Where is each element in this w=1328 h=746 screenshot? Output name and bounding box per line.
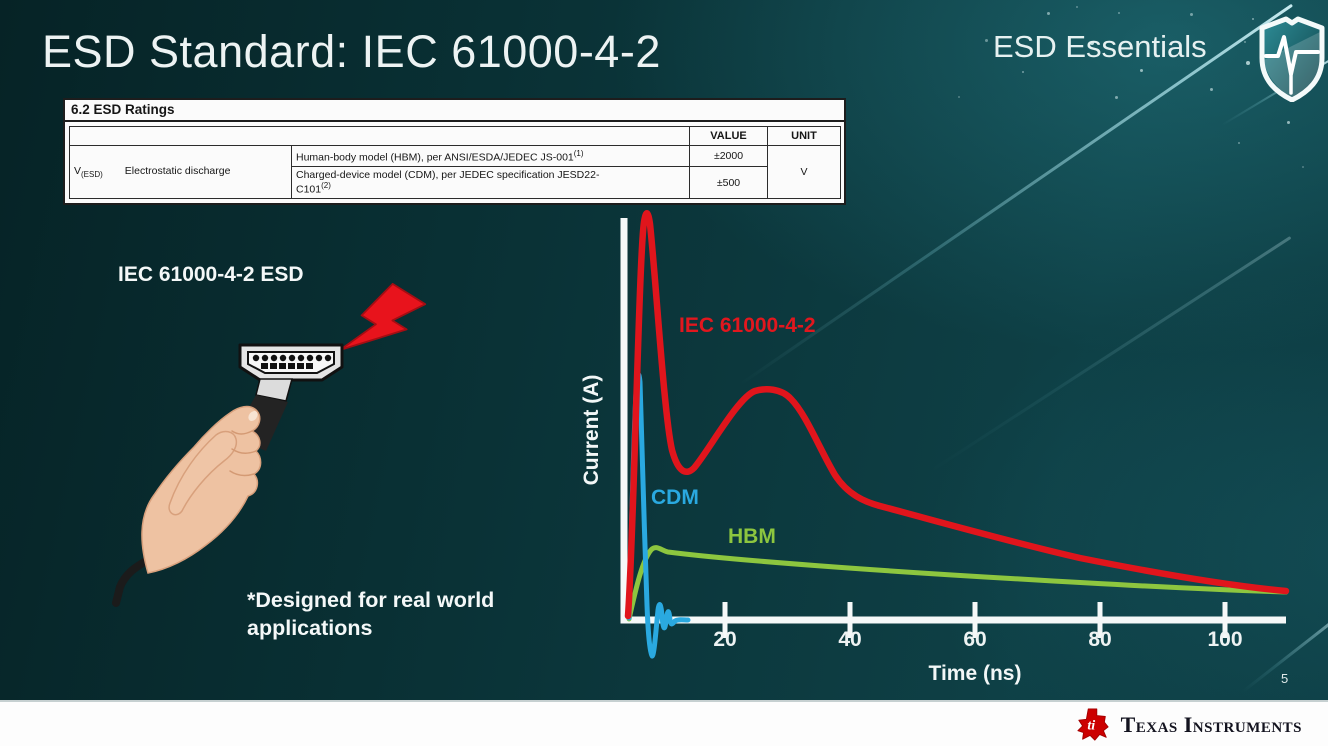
- x-tick-100: 100: [1207, 628, 1243, 651]
- shield-pulse-icon: [1259, 16, 1325, 102]
- note-line-2: applications: [247, 616, 373, 640]
- parameter-name: Electrostatic discharge: [124, 164, 231, 177]
- x-axis-label: Time (ns): [928, 662, 1022, 685]
- page-number: 5: [1281, 671, 1289, 686]
- hbm-value: ±2000: [689, 145, 768, 167]
- lightning-bolt-icon: [339, 282, 427, 351]
- hbm-description-cell: Human-body model (HBM), per ANSI/ESDA/JE…: [291, 145, 690, 167]
- chart-axes: [620, 218, 1286, 638]
- value-header: VALUE: [689, 126, 768, 146]
- parameter-cell: V(ESD) Electrostatic discharge: [69, 145, 292, 199]
- table-header-row: VALUE UNIT: [69, 126, 841, 146]
- table-heading: 6.2 ESD Ratings: [65, 100, 844, 122]
- note-line-1: *Designed for real world: [247, 588, 495, 612]
- hbm-series-label: HBM: [728, 525, 776, 548]
- iec-series-label: IEC 61000-4-2: [679, 314, 816, 337]
- iec-curve: [624, 210, 1290, 620]
- ti-bug-icon: ti: [1076, 708, 1109, 741]
- x-tick-80: 80: [1088, 628, 1112, 651]
- table-row: V(ESD) Electrostatic discharge Human-body…: [69, 145, 841, 199]
- unit-value: V: [767, 145, 841, 199]
- esd-ratings-table: 6.2 ESD Ratings VALUE UNIT V(ESD) Electro…: [63, 98, 846, 205]
- cdm-series-label: CDM: [651, 486, 699, 509]
- hbm-curve: [626, 545, 1289, 622]
- ti-logotype: Texas Instruments: [1120, 712, 1302, 737]
- x-tick-20: 20: [713, 628, 737, 651]
- table-row: Charged-device model (CDM), per JEDEC sp…: [70, 166, 841, 199]
- x-tick-60: 60: [963, 628, 987, 651]
- x-tick-40: 40: [838, 628, 862, 651]
- esd-waveform-chart: [620, 210, 1290, 659]
- symbol: V: [74, 164, 82, 177]
- brand-title: ESD Essentials: [993, 29, 1207, 64]
- svg-text:ti: ti: [1087, 718, 1095, 734]
- footer-bar: ti Texas Instruments: [0, 700, 1328, 746]
- page-title: ESD Standard: IEC 61000-4-2: [42, 26, 661, 77]
- hand: [141, 405, 262, 574]
- cdm-description: Charged-device model (CDM), per JEDEC sp…: [296, 169, 600, 196]
- hand-hdmi-esd-illustration: [112, 282, 427, 607]
- illustration-caption: IEC 61000-4-2 ESD: [118, 263, 304, 286]
- unit-header: UNIT: [767, 126, 841, 146]
- cdm-description-cell: Charged-device model (CDM), per JEDEC sp…: [291, 166, 690, 199]
- empty-header-cell: [69, 126, 690, 146]
- hbm-footnote: (1): [573, 148, 584, 158]
- designed-note: *Designed for real world applications: [247, 586, 547, 642]
- cdm-footnote: (2): [321, 181, 331, 191]
- y-axis-label: Current (A): [580, 374, 603, 486]
- hbm-description: Human-body model (HBM), per ANSI/ESDA/JE…: [296, 151, 574, 164]
- symbol-subscript: (ESD): [81, 170, 103, 180]
- cdm-value: ±500: [689, 166, 768, 199]
- ti-logo: ti Texas Instruments: [1074, 708, 1302, 742]
